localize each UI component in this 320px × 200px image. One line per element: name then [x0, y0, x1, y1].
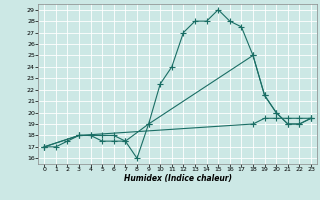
X-axis label: Humidex (Indice chaleur): Humidex (Indice chaleur) [124, 174, 232, 183]
